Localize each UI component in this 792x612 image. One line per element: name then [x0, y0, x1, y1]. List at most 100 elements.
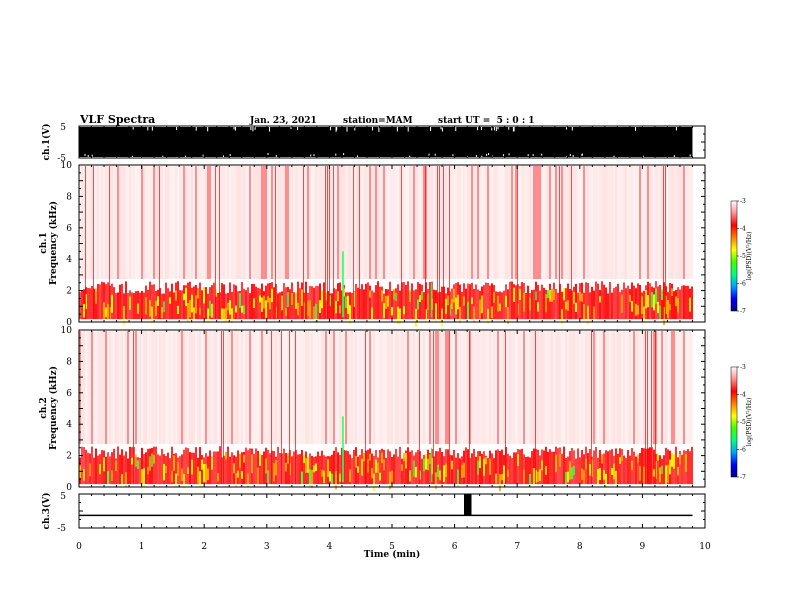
- spectrogram-column: [321, 331, 323, 445]
- spectrogram-column: [483, 166, 485, 280]
- spectrogram-lowband: [409, 292, 411, 320]
- spectrogram-column: [563, 331, 565, 445]
- spectrogram-lowband: [681, 285, 683, 320]
- spectrogram-sferic: [85, 166, 86, 320]
- spectrogram-column: [171, 331, 173, 445]
- spectrogram-lowband: [189, 452, 191, 485]
- spectrogram-column: [687, 166, 689, 280]
- spectrogram-lowband: [553, 282, 555, 320]
- colorbar-tick-label: -3: [740, 198, 746, 205]
- spectrogram-column: [513, 331, 515, 445]
- spectrogram-lowband: [229, 456, 231, 485]
- spectrogram-column: [301, 331, 303, 445]
- spectrogram-band-hot: [391, 306, 393, 316]
- spectrogram-column: [511, 166, 513, 280]
- spectrogram-band-hot: [571, 467, 573, 479]
- spectrogram-column: [165, 331, 167, 445]
- spectrogram-band-hot: [599, 296, 601, 303]
- spectrogram-lowband: [373, 455, 375, 485]
- spectrogram-lowband: [253, 453, 255, 485]
- spectrogram-column: [149, 331, 151, 445]
- spectrogram-lowband: [101, 281, 103, 320]
- spectrogram-band-hot: [381, 452, 383, 464]
- spectrogram-band-hot: [149, 456, 151, 471]
- spectrogram-column: [671, 331, 673, 445]
- spectrogram-band-hot: [387, 295, 389, 307]
- spectrogram-column: [285, 331, 287, 445]
- spectrogram-band-hot: [541, 460, 543, 471]
- spectrogram-sferic: [281, 331, 282, 485]
- spectrogram-lowband: [105, 456, 107, 485]
- spectrogram-sferic: [655, 331, 656, 485]
- spectrogram-band-hot: [205, 463, 207, 483]
- spectrogram-column: [251, 331, 253, 445]
- spectrogram-column: [119, 331, 121, 445]
- spectrogram-band-hot: [203, 288, 205, 304]
- spectrogram-band-hot: [231, 308, 233, 324]
- spectrogram-column: [689, 331, 691, 445]
- spectrogram-column: [427, 166, 429, 280]
- spectrogram-column: [453, 166, 455, 280]
- spectrogram-lowband: [679, 450, 681, 485]
- spectrogram-column: [143, 166, 145, 280]
- spectrogram-lowband: [351, 292, 353, 320]
- spectrogram-lowband: [511, 457, 513, 485]
- spectrogram-band-hot: [461, 464, 463, 478]
- ch3-ytick-top: 5: [60, 492, 66, 502]
- spectrogram-band-hot: [587, 305, 589, 325]
- spectrogram-column: [213, 166, 215, 280]
- spectrogram-band-hot: [435, 472, 437, 489]
- spectrogram-lowband: [243, 288, 245, 320]
- spectrogram-lowband: [465, 288, 467, 320]
- spectrogram-column: [249, 331, 251, 445]
- spectrogram-sferic: [327, 166, 328, 320]
- spectrogram-column: [609, 166, 611, 280]
- spectrogram-band-hot: [409, 290, 411, 303]
- spectrogram-column: [435, 166, 437, 280]
- spectrogram-column: [191, 331, 193, 445]
- spectrogram-lowband: [561, 453, 563, 485]
- spectrogram-lowband: [175, 282, 177, 320]
- spectrogram-column: [615, 166, 617, 280]
- spectrogram-band-hot: [647, 295, 649, 308]
- spectrogram-band-hot: [603, 469, 605, 480]
- spectrogram-column: [643, 166, 645, 280]
- spectrogram-lowband: [289, 289, 291, 320]
- spectrogram-band-hot: [287, 453, 289, 464]
- spectrogram-lowband: [607, 451, 609, 485]
- spectrogram-band-hot: [395, 292, 397, 301]
- spectrogram-column: [311, 331, 313, 445]
- spectrogram-column: [657, 166, 659, 280]
- spectrogram-column: [279, 331, 281, 445]
- spectrogram-column: [329, 331, 331, 445]
- spectrogram-column: [591, 166, 593, 280]
- spectrogram-lowband: [497, 449, 499, 485]
- spectrogram-band-hot: [301, 471, 303, 486]
- spectrogram-lowband: [277, 446, 279, 485]
- spectrogram-lowband: [119, 454, 121, 485]
- spectrogram-band-hot: [201, 459, 203, 470]
- spectrogram-column: [467, 331, 469, 445]
- spectrogram-column: [323, 331, 325, 445]
- spectrogram-lowband: [471, 453, 473, 485]
- spectrogram-column: [187, 331, 189, 445]
- spectrogram-column: [367, 331, 369, 445]
- spectrogram-band-hot: [621, 294, 623, 313]
- ch1-waveform-gap: [275, 155, 277, 158]
- spectrogram-lowband: [363, 289, 365, 320]
- spectrogram-lowband: [323, 282, 325, 320]
- ch1-waveform-gap: [508, 127, 510, 130]
- colorbar-scale: [730, 200, 738, 312]
- spectrogram-sferic: [133, 331, 134, 485]
- spectrogram-band-hot: [183, 473, 185, 489]
- spectrogram-column: [99, 331, 101, 445]
- spectrogram-column: [691, 331, 693, 445]
- spectrogram-lowband: [211, 456, 213, 485]
- spectrogram-lowband: [363, 455, 365, 485]
- spectrogram-band-hot: [191, 459, 193, 475]
- spectrogram-column: [355, 331, 357, 445]
- spectrogram-lowband: [325, 456, 327, 485]
- spectrogram-column: [563, 166, 565, 280]
- spectrogram-column: [333, 331, 335, 445]
- spectrogram-column: [331, 331, 333, 445]
